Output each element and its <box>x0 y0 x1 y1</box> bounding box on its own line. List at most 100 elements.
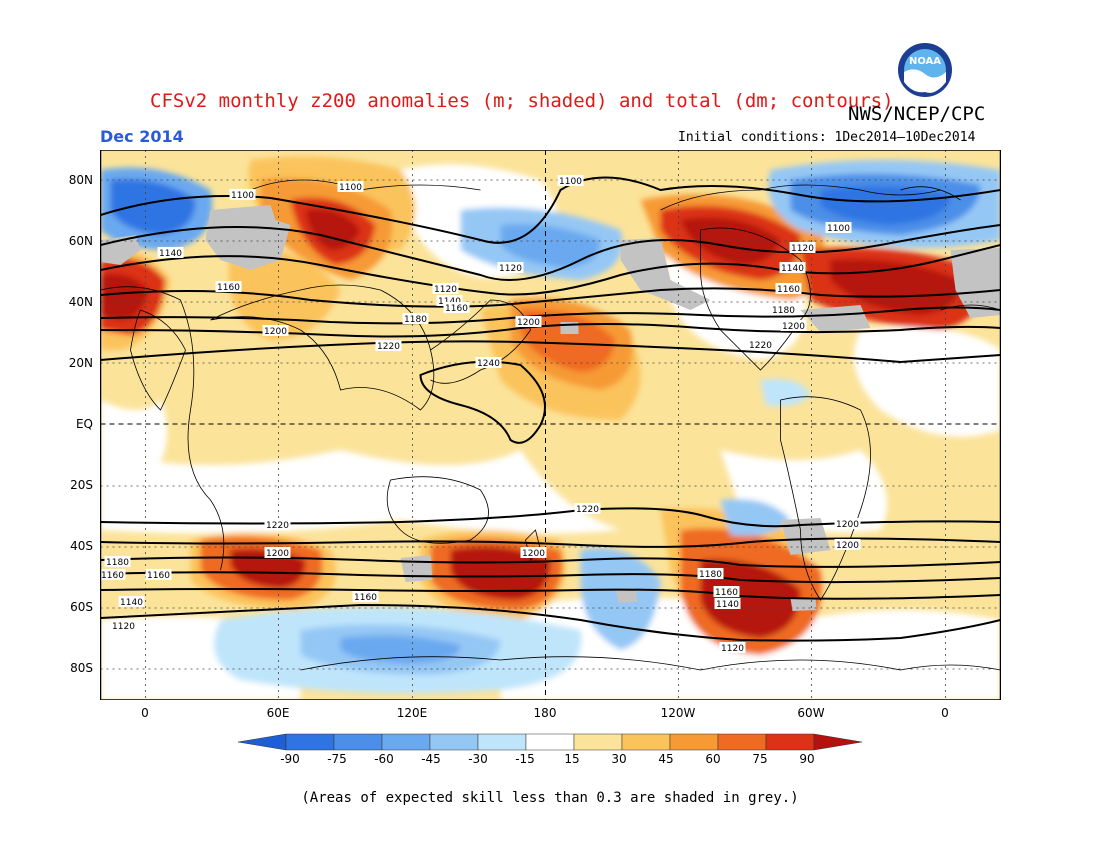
svg-text:1200: 1200 <box>264 327 287 337</box>
contour-label: 1160 <box>100 569 126 581</box>
color-bar <box>238 733 862 751</box>
lat-label-80s: 80S <box>70 661 93 675</box>
colorbar-label: -75 <box>327 752 347 766</box>
svg-text:1160: 1160 <box>354 593 377 603</box>
colorbar-swatch <box>717 733 767 751</box>
lon-label-180: 180 <box>533 706 557 720</box>
svg-text:1160: 1160 <box>715 588 738 598</box>
svg-text:1140: 1140 <box>159 249 182 259</box>
colorbar-label: -15 <box>515 752 535 766</box>
svg-text:1100: 1100 <box>339 183 362 193</box>
svg-text:1160: 1160 <box>445 304 468 314</box>
skill-footnote: (Areas of expected skill less than 0.3 a… <box>301 790 799 806</box>
svg-text:1100: 1100 <box>559 177 582 187</box>
svg-text:1180: 1180 <box>699 570 722 580</box>
contour-labels: 1100 1100 1100 1100 1120 1120 1120 1120 1120 1140… <box>100 175 861 654</box>
contour-label: 1100 <box>825 222 852 234</box>
svg-text:1220: 1220 <box>749 341 772 351</box>
contour-label: 1220 <box>375 340 402 352</box>
contour-label: 1160 <box>443 302 470 314</box>
contour-label: 1120 <box>432 283 459 295</box>
contour-label: 1160 <box>145 569 172 581</box>
colorbar-swatch <box>573 733 623 751</box>
lon-label-120e: 120E <box>396 706 428 720</box>
svg-text:1120: 1120 <box>721 644 744 654</box>
lat-label-20s: 20S <box>70 478 93 492</box>
lat-label-20n: 20N <box>68 356 93 370</box>
colorbar-swatch <box>429 733 479 751</box>
colorbar-swatch <box>285 733 335 751</box>
contour-label: 1120 <box>789 242 816 254</box>
svg-text:1160: 1160 <box>101 571 124 581</box>
contour-label: 1220 <box>264 519 291 531</box>
svg-text:1220: 1220 <box>576 505 599 515</box>
svg-text:1160: 1160 <box>217 283 240 293</box>
contour-label: 1120 <box>497 262 524 274</box>
svg-text:1140: 1140 <box>716 600 739 610</box>
contour-label: 1120 <box>110 620 137 632</box>
contour-label: 1180 <box>402 313 429 325</box>
svg-text:1220: 1220 <box>266 521 289 531</box>
lon-label-0: 0 <box>141 706 149 720</box>
contour-label: 1180 <box>697 568 724 580</box>
colorbar-swatch <box>525 733 575 751</box>
forecast-month: Dec 2014 <box>100 127 184 146</box>
contour-label: 1180 <box>104 556 131 568</box>
contour-label: 1160 <box>215 281 242 293</box>
contour-label: 1220 <box>747 339 774 351</box>
contour-label: 1180 <box>770 304 797 316</box>
svg-text:1120: 1120 <box>112 622 135 632</box>
contour-label: 1160 <box>775 283 802 295</box>
contour-label: 1100 <box>557 175 584 187</box>
contour-label: 1160 <box>713 586 740 598</box>
contour-label: 1100 <box>229 189 256 201</box>
contour-label: 1240 <box>475 357 502 369</box>
svg-text:1160: 1160 <box>777 285 800 295</box>
colorbar-label: -30 <box>468 752 488 766</box>
lat-label-40n: 40N <box>68 295 93 309</box>
lat-label-40s: 40S <box>70 539 93 553</box>
svg-text:1180: 1180 <box>404 315 427 325</box>
contour-label: 1140 <box>118 596 145 608</box>
contour-label: 1160 <box>352 591 379 603</box>
lat-label-eq: EQ <box>75 417 93 431</box>
initial-conditions: Initial conditions: 1Dec2014—10Dec2014 <box>678 130 976 145</box>
colorbar-label: 60 <box>705 752 721 766</box>
svg-text:1200: 1200 <box>517 318 540 328</box>
anomaly-map: 1100 1100 1100 1100 1120 1120 1120 1120 1120 1140… <box>100 150 1001 700</box>
contour-label: 1200 <box>515 316 542 328</box>
low-skill-areas <box>100 205 1001 611</box>
colorbar-swatch <box>238 733 287 751</box>
svg-text:1160: 1160 <box>147 571 170 581</box>
colorbar-swatch <box>765 733 815 751</box>
colorbar-swatch <box>621 733 671 751</box>
contour-label: 1200 <box>520 547 547 559</box>
equator-dateline <box>100 150 1001 700</box>
colorbar-swatch <box>381 733 431 751</box>
svg-text:1200: 1200 <box>836 541 859 551</box>
lat-label-80n: 80N <box>68 173 93 187</box>
contour-label: 1200 <box>834 539 861 551</box>
contour-label: 1200 <box>780 320 807 332</box>
svg-text:1180: 1180 <box>772 306 795 316</box>
svg-text:1120: 1120 <box>499 264 522 274</box>
svg-text:1120: 1120 <box>434 285 457 295</box>
noaa-logo-icon: NOAA <box>898 43 952 97</box>
colorbar-swatch <box>813 733 862 751</box>
contour-label: 1120 <box>719 642 746 654</box>
contour-label: 1140 <box>714 598 741 610</box>
colorbar-label: 75 <box>752 752 768 766</box>
contour-label: 1200 <box>834 518 861 530</box>
svg-text:1200: 1200 <box>522 549 545 559</box>
colorbar-label: 15 <box>564 752 580 766</box>
colorbar-label: -45 <box>421 752 441 766</box>
svg-text:1100: 1100 <box>827 224 850 234</box>
svg-text:1140: 1140 <box>781 264 804 274</box>
svg-text:NOAA: NOAA <box>909 56 941 67</box>
svg-text:1120: 1120 <box>791 244 814 254</box>
lat-label-60s: 60S <box>70 600 93 614</box>
colorbar-label: -60 <box>374 752 394 766</box>
colorbar-label: -90 <box>280 752 300 766</box>
colorbar-label: 90 <box>799 752 815 766</box>
svg-text:1100: 1100 <box>231 191 254 201</box>
